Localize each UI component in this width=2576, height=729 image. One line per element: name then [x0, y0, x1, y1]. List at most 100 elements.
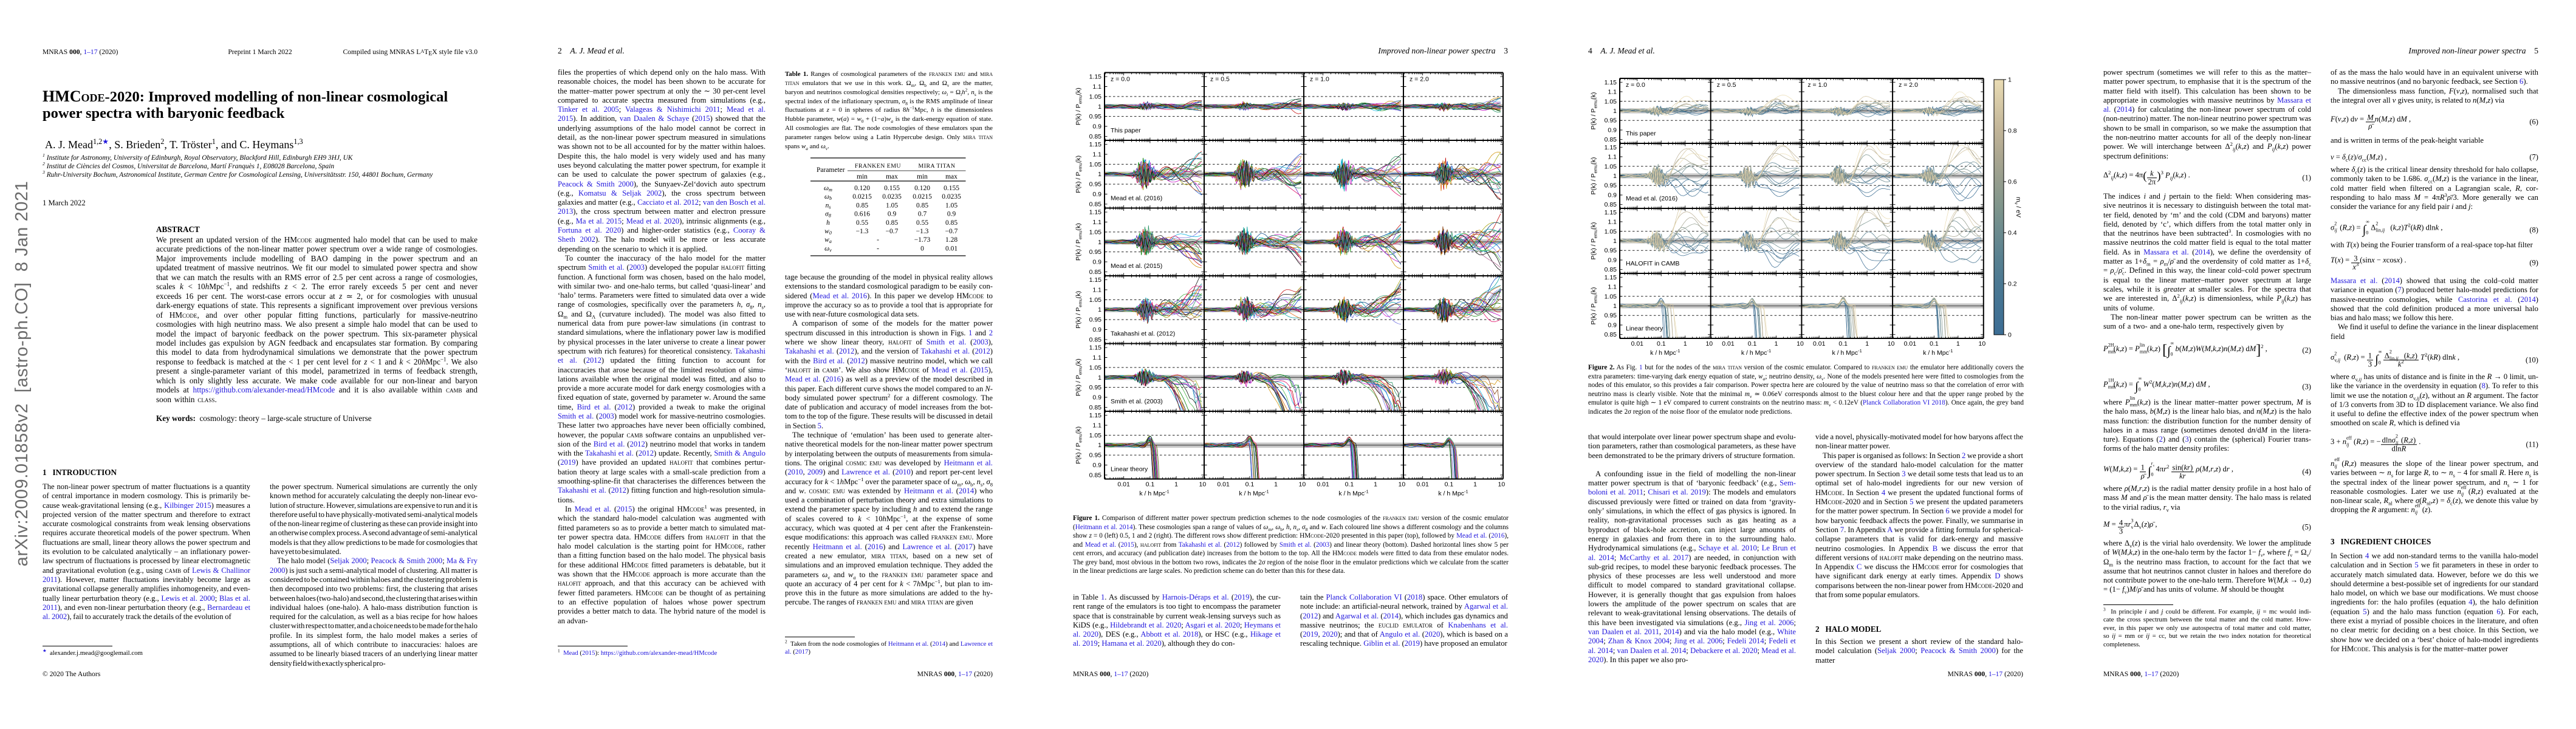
svg-text:1.1: 1.1 [1608, 89, 1617, 96]
svg-text:1.1: 1.1 [1608, 284, 1617, 291]
svg-text:1: 1 [1613, 303, 1617, 310]
svg-text:P(k) / Pemu(k): P(k) / Pemu(k) [1590, 287, 1598, 325]
svg-text:0.01: 0.01 [1117, 481, 1130, 488]
svg-text:−1.3: −1.3 [856, 228, 869, 235]
svg-text:0.9: 0.9 [1092, 326, 1101, 334]
svg-text:1.15: 1.15 [1089, 74, 1102, 81]
svg-text:P(k) / Pemu(k): P(k) / Pemu(k) [1590, 157, 1598, 195]
svg-text:0.1: 0.1 [1748, 340, 1757, 347]
svg-text:0.1: 0.1 [1657, 340, 1666, 347]
svg-text:0.95: 0.95 [1089, 317, 1102, 324]
svg-text:Mead et al. (2016): Mead et al. (2016) [1111, 195, 1162, 202]
svg-text:0.95: 0.95 [1089, 452, 1102, 459]
svg-text:0.9: 0.9 [888, 211, 897, 218]
svg-text:1.1: 1.1 [1092, 354, 1101, 361]
svg-text:Parameter: Parameter [817, 166, 845, 174]
svg-text:1.05: 1.05 [1605, 293, 1617, 300]
svg-text:ωm: ωm [824, 185, 832, 193]
svg-text:0.8: 0.8 [2008, 128, 2017, 135]
svg-text:P(k) / Pemu(k): P(k) / Pemu(k) [1075, 426, 1083, 464]
svg-text:0.95: 0.95 [1605, 182, 1617, 190]
svg-text:0.85: 0.85 [1605, 136, 1617, 143]
svg-text:MIRA TITAN: MIRA TITAN [919, 163, 956, 169]
svg-text:HALOFIT in CAMB: HALOFIT in CAMB [1626, 260, 1680, 267]
svg-text:0.7: 0.7 [918, 211, 927, 218]
svg-text:10: 10 [1705, 340, 1713, 347]
svg-text:Takahashi et al. (2012): Takahashi et al. (2012) [1111, 330, 1175, 338]
svg-text:10: 10 [1299, 481, 1306, 488]
svg-text:h: h [826, 219, 830, 227]
svg-text:−1.73: −1.73 [914, 236, 931, 244]
svg-text:1.05: 1.05 [886, 202, 898, 209]
svg-text:0.9: 0.9 [947, 211, 956, 218]
svg-text:mν / eV: mν / eV [2014, 197, 2023, 217]
svg-text:P(k) / Pemu(k): P(k) / Pemu(k) [1590, 222, 1598, 260]
svg-text:0.0235: 0.0235 [942, 193, 961, 200]
svg-text:1.15: 1.15 [1089, 412, 1102, 419]
svg-text:1.15: 1.15 [1089, 276, 1102, 284]
svg-text:1: 1 [1775, 340, 1778, 347]
svg-text:ων: ων [824, 245, 832, 253]
svg-text:P(k) / Pemu(k): P(k) / Pemu(k) [1075, 156, 1083, 193]
svg-text:Smith et al. (2003): Smith et al. (2003) [1111, 398, 1163, 405]
svg-text:0.85: 0.85 [916, 202, 928, 209]
svg-text:This paper: This paper [1111, 127, 1141, 134]
svg-text:z = 0.5: z = 0.5 [1717, 81, 1736, 89]
svg-text:0.9: 0.9 [1608, 257, 1617, 264]
svg-text:z = 2.0: z = 2.0 [1899, 81, 1918, 89]
svg-text:k / h Mpc-1: k / h Mpc-1 [1438, 489, 1468, 498]
svg-text:0.155: 0.155 [884, 185, 900, 192]
svg-text:0.95: 0.95 [1605, 117, 1617, 125]
svg-text:1.05: 1.05 [1089, 364, 1102, 371]
svg-text:0.0215: 0.0215 [913, 193, 932, 200]
svg-text:0.4: 0.4 [2008, 230, 2017, 237]
svg-text:0.6: 0.6 [2008, 179, 2017, 186]
svg-text:0: 0 [2008, 332, 2012, 339]
svg-text:1.05: 1.05 [1605, 98, 1617, 105]
svg-text:1: 1 [1098, 103, 1101, 111]
svg-text:0.85: 0.85 [945, 219, 957, 227]
svg-text:0.01: 0.01 [1631, 340, 1644, 347]
svg-text:1.15: 1.15 [1605, 79, 1617, 86]
svg-text:0.9: 0.9 [1092, 394, 1101, 402]
svg-text:−0.7: −0.7 [945, 228, 958, 235]
svg-text:0.85: 0.85 [886, 219, 898, 227]
svg-text:1.05: 1.05 [1605, 228, 1617, 235]
svg-text:1: 1 [1684, 340, 1687, 347]
svg-text:0.85: 0.85 [1089, 404, 1102, 411]
svg-text:z = 0.0: z = 0.0 [1111, 76, 1130, 83]
svg-text:0.85: 0.85 [856, 202, 868, 209]
svg-text:max: max [886, 173, 898, 180]
svg-text:1: 1 [1613, 108, 1617, 115]
svg-text:k / h Mpc-1: k / h Mpc-1 [1832, 348, 1862, 357]
svg-text:1.1: 1.1 [1092, 219, 1101, 226]
svg-text:k / h Mpc-1: k / h Mpc-1 [1650, 348, 1680, 357]
svg-text:1.05: 1.05 [1089, 432, 1102, 439]
svg-text:P(k) / Pemu(k): P(k) / Pemu(k) [1075, 223, 1083, 261]
svg-text:0.616: 0.616 [854, 211, 870, 218]
svg-text:10: 10 [1399, 481, 1406, 488]
svg-text:0.1: 0.1 [1930, 340, 1939, 347]
svg-text:10: 10 [1979, 340, 1986, 347]
svg-text:1: 1 [1613, 238, 1617, 245]
svg-text:0.85: 0.85 [1089, 269, 1102, 276]
svg-text:0: 0 [920, 245, 924, 252]
svg-text:P(k) / Pemu(k): P(k) / Pemu(k) [1075, 358, 1083, 396]
svg-text:1: 1 [1473, 481, 1477, 488]
svg-text:1: 1 [1865, 340, 1869, 347]
svg-text:0.9: 0.9 [1608, 127, 1617, 134]
svg-text:1.15: 1.15 [1605, 274, 1617, 281]
svg-text:z = 0.5: z = 0.5 [1210, 76, 1230, 83]
svg-text:0.01: 0.01 [1722, 340, 1735, 347]
svg-text:z = 1.0: z = 1.0 [1807, 81, 1827, 89]
svg-text:Linear theory: Linear theory [1111, 466, 1148, 473]
svg-text:1.05: 1.05 [945, 202, 957, 209]
svg-text:k / h Mpc-1: k / h Mpc-1 [1741, 348, 1771, 357]
svg-text:k / h Mpc-1: k / h Mpc-1 [1239, 489, 1269, 498]
svg-text:1.05: 1.05 [1605, 163, 1617, 170]
svg-text:0.9: 0.9 [1608, 192, 1617, 199]
svg-text:0.95: 0.95 [1089, 248, 1102, 256]
svg-text:10: 10 [1498, 481, 1506, 488]
svg-text:-: - [877, 245, 879, 252]
svg-text:1.15: 1.15 [1089, 344, 1102, 352]
